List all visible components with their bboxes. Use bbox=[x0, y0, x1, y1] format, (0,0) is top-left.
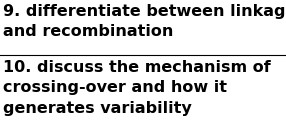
Text: 10. discuss the mechanism of
crossing-over and how it
generates variability: 10. discuss the mechanism of crossing-ov… bbox=[3, 60, 271, 116]
Text: 9. differentiate between linkage
and recombination: 9. differentiate between linkage and rec… bbox=[3, 4, 286, 39]
